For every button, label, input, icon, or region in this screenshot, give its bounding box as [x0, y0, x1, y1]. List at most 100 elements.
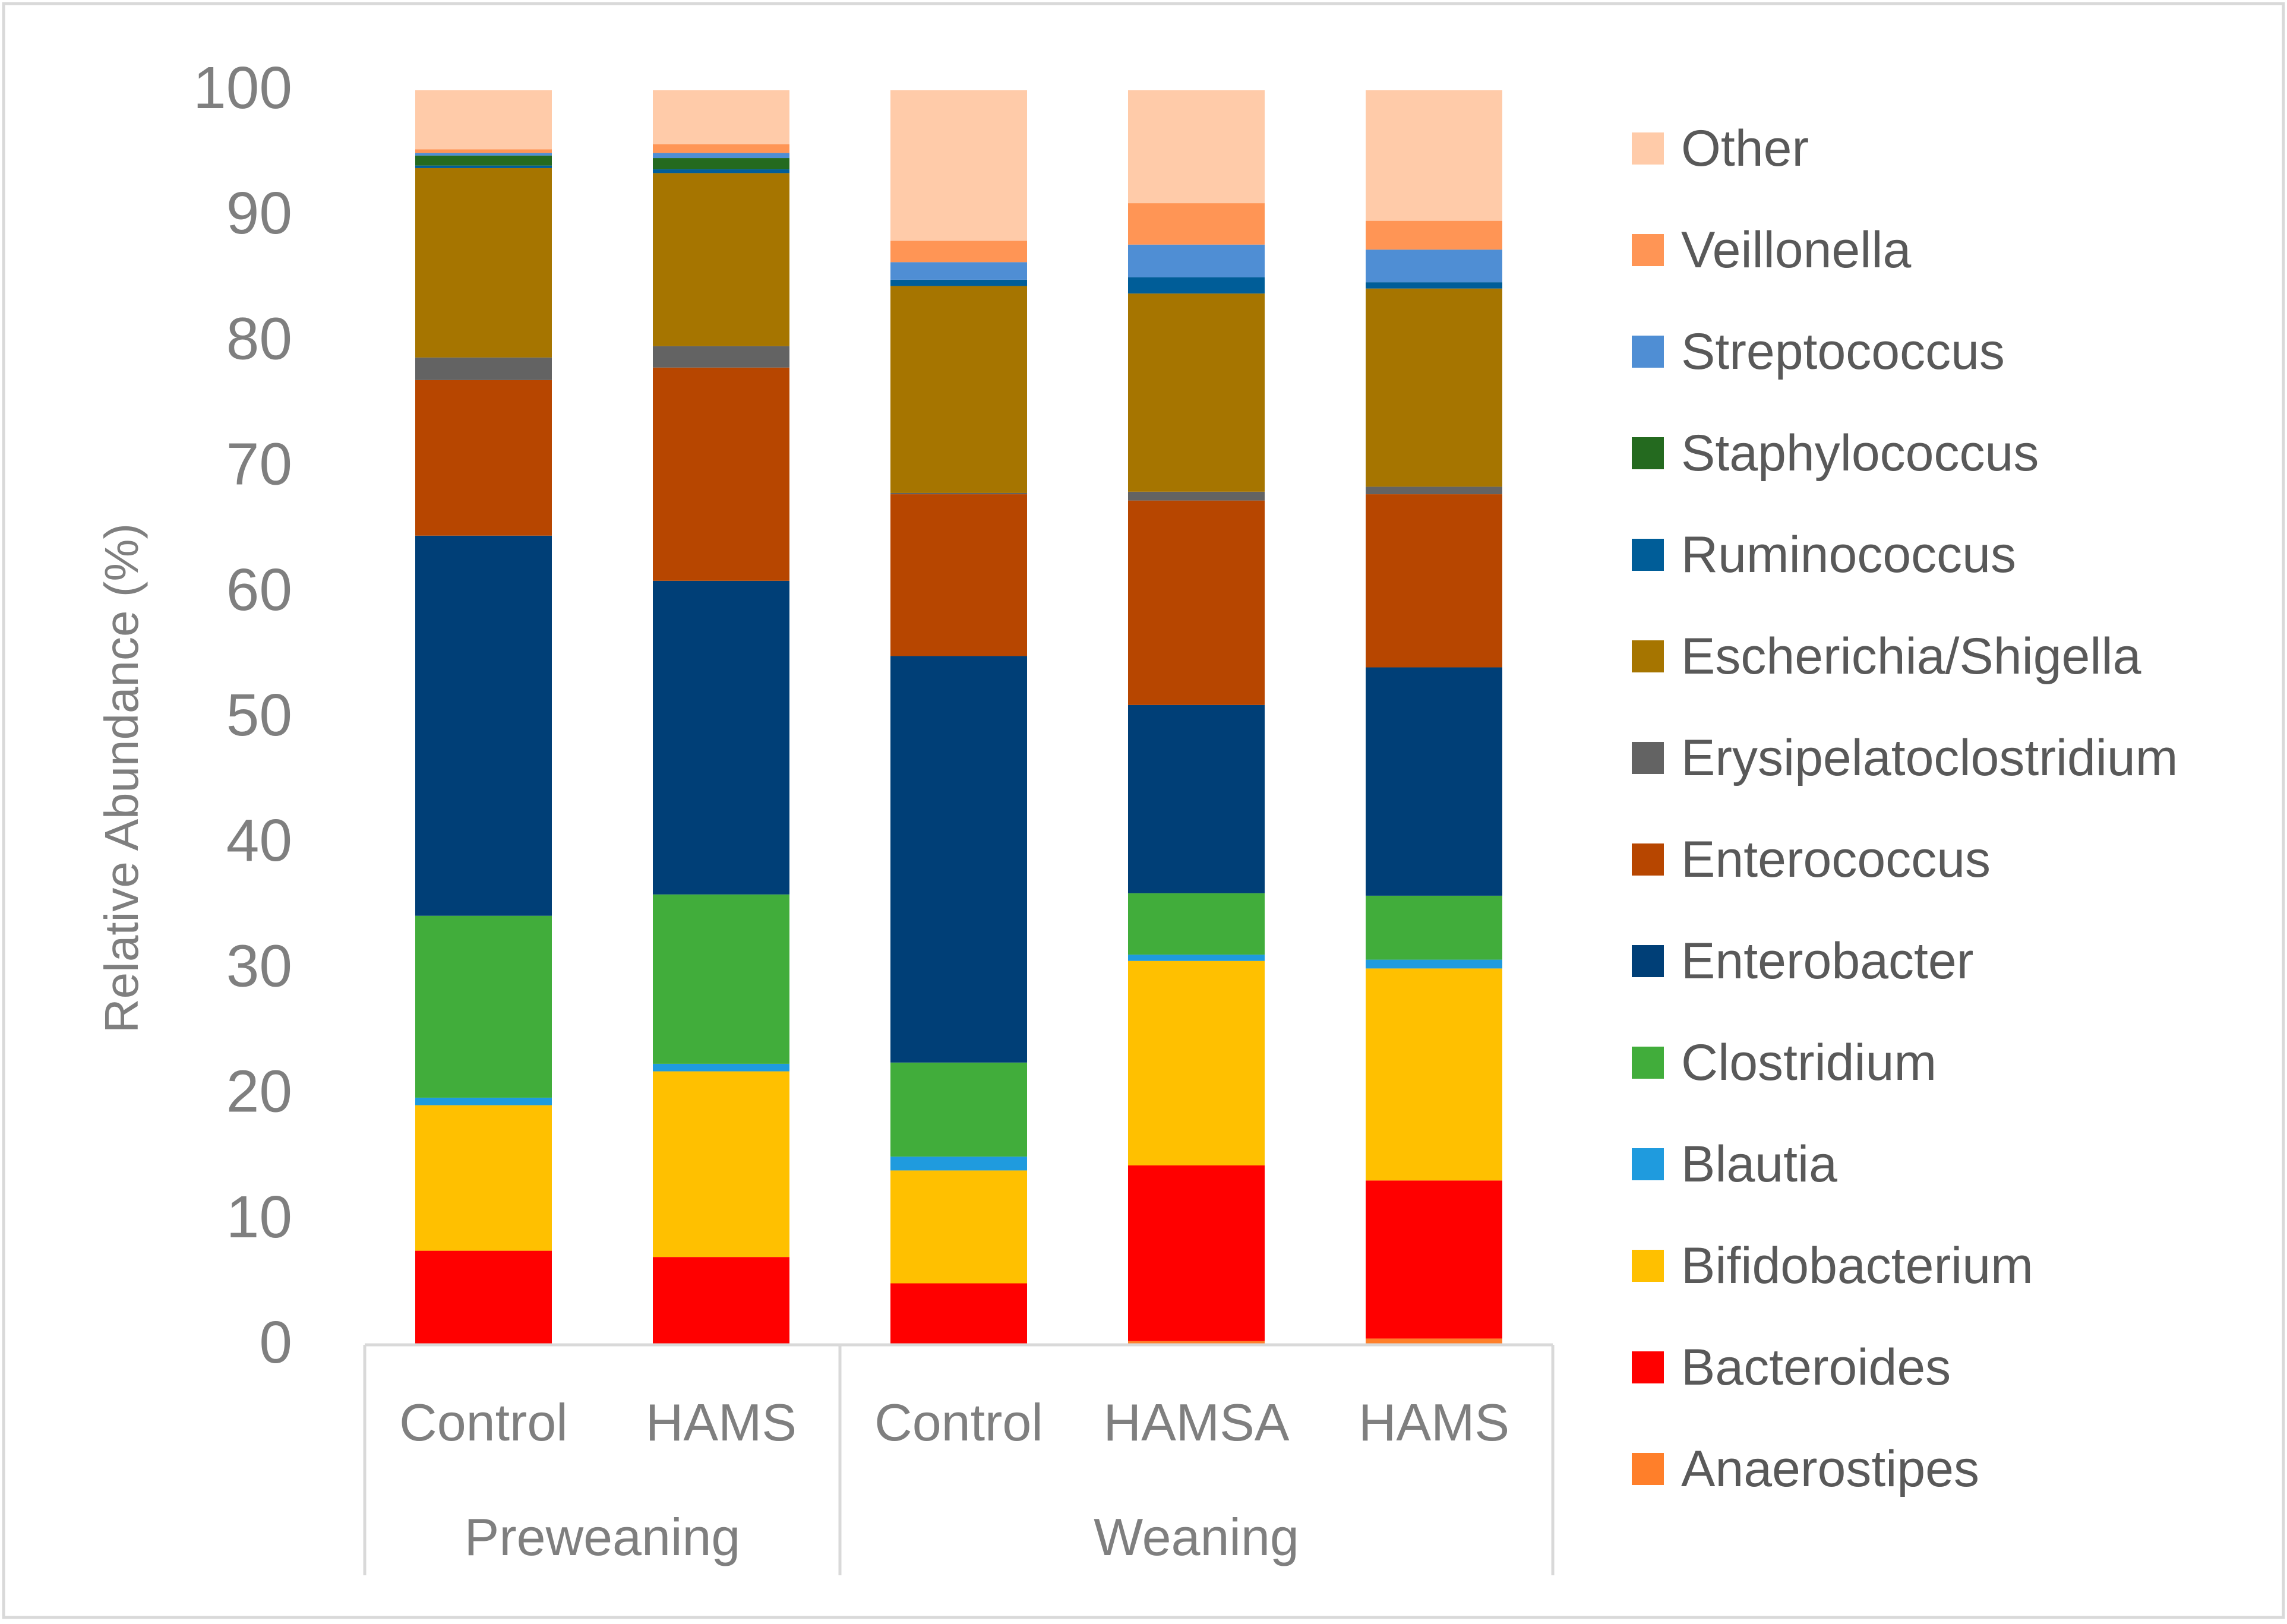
bar-segment — [890, 656, 1027, 1063]
bar-segment — [1366, 282, 1502, 289]
bar-segment — [653, 173, 789, 346]
bar-segment — [415, 1105, 552, 1251]
x-tick-label: HAMS — [1359, 1393, 1509, 1452]
y-tick-label: 50 — [226, 682, 292, 748]
bar-segment — [1128, 90, 1265, 204]
y-tick-label: 90 — [226, 180, 292, 247]
bar-segment — [653, 346, 789, 368]
bar-segment — [890, 1157, 1027, 1171]
bar-segment — [890, 262, 1027, 280]
legend: Other Veillonella Streptococcus Staphylococ… — [1632, 120, 2178, 1497]
bar-segment — [653, 90, 789, 144]
bar-segment — [1128, 293, 1265, 492]
bar-segment — [1366, 895, 1502, 960]
x-tick-label: Control — [874, 1393, 1043, 1452]
bar-segment — [1128, 704, 1265, 893]
bar-segment — [1128, 1165, 1265, 1341]
legend-label: Clostridium — [1681, 1034, 1937, 1091]
bar-stack — [415, 90, 552, 1345]
bar-segment — [890, 279, 1027, 286]
bar-segment — [415, 90, 552, 150]
bar-segment — [890, 1170, 1027, 1284]
y-tick-label: 60 — [226, 557, 292, 623]
bar-segment — [1366, 494, 1502, 668]
legend-label: Blautia — [1681, 1136, 1837, 1193]
bar-segment — [415, 155, 552, 166]
y-tick-label: 20 — [226, 1059, 292, 1125]
bar-segment — [653, 367, 789, 581]
legend-swatch — [1632, 945, 1664, 977]
bar-segment — [1366, 1180, 1502, 1339]
legend-label: Streptococcus — [1681, 323, 2005, 380]
x-group-label: Preweaning — [465, 1508, 741, 1566]
legend-label: Other — [1681, 120, 1809, 177]
bar-segment — [890, 492, 1027, 495]
legend-item: Bifidobacterium — [1632, 1237, 2033, 1294]
bar-segment — [1366, 486, 1502, 495]
bar-segment — [1366, 1338, 1502, 1345]
legend-item: Clostridium — [1632, 1034, 1937, 1091]
legend-label: Erysipelatoclostridium — [1681, 729, 2178, 786]
legend-item: Erysipelatoclostridium — [1632, 729, 2178, 786]
bar-stack — [890, 90, 1027, 1345]
legend-swatch — [1632, 132, 1664, 165]
bar-segment — [890, 494, 1027, 656]
legend-item: Anaerostipes — [1632, 1440, 1979, 1497]
bar-segment — [1128, 500, 1265, 705]
legend-swatch — [1632, 1047, 1664, 1079]
legend-item: Staphylococcus — [1632, 425, 2039, 482]
legend-item: Escherichia/Shigella — [1632, 628, 2141, 685]
bar-segment — [415, 1250, 552, 1345]
legend-label: Enterobacter — [1681, 933, 1973, 990]
bar-segment — [415, 168, 552, 358]
legend-swatch — [1632, 234, 1664, 266]
legend-item: Streptococcus — [1632, 323, 2005, 380]
bar-stack — [1366, 90, 1502, 1345]
legend-swatch — [1632, 437, 1664, 469]
bar-segment — [890, 1283, 1027, 1344]
bar-segment — [415, 915, 552, 1098]
bar-segment — [653, 153, 789, 159]
bar-segment — [415, 535, 552, 916]
legend-item: Ruminococcus — [1632, 526, 2016, 583]
y-tick-label: 100 — [193, 55, 292, 121]
legend-label: Escherichia/Shigella — [1681, 628, 2141, 685]
bar-segment — [1128, 961, 1265, 1165]
legend-swatch — [1632, 1453, 1664, 1485]
bar-segment — [1366, 667, 1502, 896]
x-axis: Control HAMS Control HAMSA HAMS Preweaning Wea… — [363, 1343, 1555, 1575]
legend-label: Staphylococcus — [1681, 425, 2039, 482]
bar-segment — [653, 1257, 789, 1345]
legend-label: Ruminococcus — [1681, 526, 2016, 583]
bar-segment — [415, 357, 552, 380]
bar-segment — [653, 580, 789, 895]
legend-item: Enterobacter — [1632, 933, 1973, 990]
bar-segment — [1128, 203, 1265, 245]
y-tick-label: 30 — [226, 933, 292, 999]
bar-segment — [890, 286, 1027, 493]
legend-swatch — [1632, 336, 1664, 368]
x-tick-label: HAMS — [646, 1393, 797, 1452]
legend-label: Veillonella — [1681, 222, 1911, 279]
bar-segment — [653, 1071, 789, 1258]
legend-label: Bacteroides — [1681, 1339, 1951, 1396]
legend-label: Bifidobacterium — [1681, 1237, 2033, 1294]
legend-swatch — [1632, 1148, 1664, 1180]
bar-segment — [1128, 277, 1265, 294]
bar-segment — [653, 169, 789, 173]
legend-swatch — [1632, 539, 1664, 571]
bar-segment — [1366, 220, 1502, 250]
bar-segment — [1366, 90, 1502, 221]
legend-swatch — [1632, 1351, 1664, 1383]
bar-segment — [1128, 491, 1265, 501]
bars — [415, 90, 1502, 1345]
y-axis-title: Relative Abundance (%) — [95, 523, 148, 1033]
bar-segment — [415, 153, 552, 156]
bar-segment — [1128, 893, 1265, 955]
legend-swatch — [1632, 640, 1664, 672]
y-tick-label: 70 — [226, 431, 292, 498]
bar-segment — [890, 90, 1027, 241]
bar-segment — [1366, 968, 1502, 1181]
